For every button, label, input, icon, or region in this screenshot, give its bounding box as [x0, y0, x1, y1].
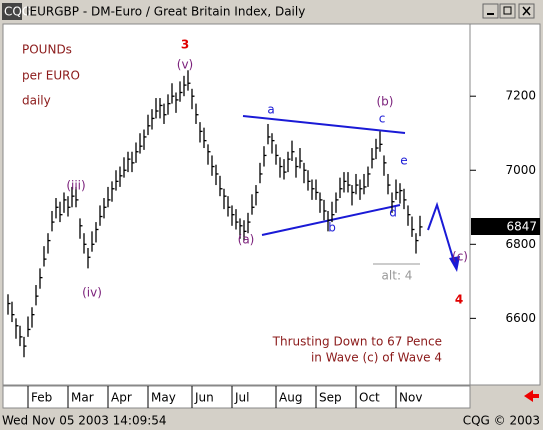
close-glyph — [522, 6, 531, 16]
annotation: alt: 4 — [382, 269, 413, 283]
x-tick-label: Apr — [111, 391, 132, 405]
annotation: 4 — [455, 293, 463, 307]
window-title: IEURGBP - DM-Euro / Great Britain Index,… — [26, 5, 305, 19]
arrow-head — [449, 256, 460, 272]
annotation: d — [389, 206, 397, 220]
x-tick-label: Jun — [194, 391, 214, 405]
time-axis — [2, 385, 471, 409]
y-tick-label: 7200 — [505, 89, 536, 103]
y-tick-label: 6800 — [505, 237, 536, 251]
annotation: (a) — [238, 233, 255, 247]
x-tick-label: Oct — [359, 391, 380, 405]
annotation: (b) — [377, 95, 394, 109]
minimize-button[interactable] — [482, 3, 499, 19]
annotation: daily — [22, 94, 51, 108]
annotation: (v) — [177, 58, 193, 72]
x-tick-label: May — [151, 391, 176, 405]
status-copyright: CQG © 2003 — [463, 414, 540, 428]
y-tick-label: 7000 — [505, 163, 536, 177]
annotation: (iv) — [82, 286, 102, 300]
x-tick-label: Feb — [31, 391, 52, 405]
annotation: per EURO — [22, 69, 80, 83]
last-price-box — [471, 218, 540, 235]
status-time: Wed Nov 05 2003 14:09:54 — [2, 414, 167, 428]
x-tick-label: Jul — [234, 391, 249, 405]
annotation: (iii) — [66, 179, 85, 193]
maximize-button[interactable] — [499, 3, 516, 19]
annotation: e — [400, 154, 407, 168]
maximize-glyph — [503, 6, 512, 15]
projection-arrow — [427, 201, 456, 266]
x-tick-label: Nov — [399, 391, 422, 405]
annotation: POUNDs — [22, 43, 72, 57]
scroll-arrow[interactable] — [524, 390, 539, 402]
app-icon — [2, 3, 22, 20]
x-tick-label: Aug — [279, 391, 302, 405]
annotation: (c) — [452, 250, 468, 264]
lower-trendline — [261, 204, 401, 236]
annotation: Thrusting Down to 67 Pence — [272, 335, 442, 349]
x-tick-label: Mar — [71, 391, 94, 405]
annotation: in Wave (c) of Wave 4 — [311, 351, 442, 365]
annotation: a — [267, 103, 274, 117]
annotation: b — [328, 221, 336, 235]
annotation: 3 — [181, 38, 189, 52]
last-price: 6847 — [506, 220, 537, 234]
upper-trendline — [242, 115, 406, 134]
plot-area — [2, 23, 541, 386]
annotation: c — [379, 112, 386, 126]
y-tick-label: 6600 — [505, 311, 536, 325]
x-tick-label: Sep — [319, 391, 342, 405]
window-buttons[interactable] — [482, 3, 535, 19]
app-icon-text: CQG — [4, 5, 31, 19]
